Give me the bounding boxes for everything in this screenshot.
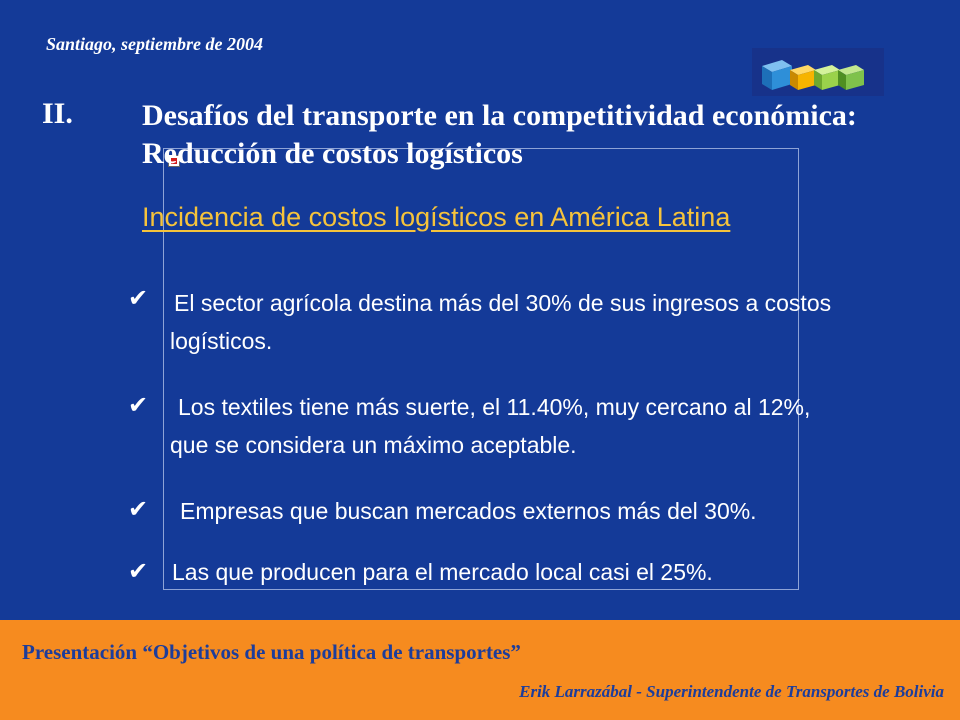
check-icon: ✔ [128,495,149,523]
footer-presentation-title: Presentación “Objetivos de una política … [22,640,521,664]
check-icon: ✔ [128,284,149,312]
check-icon: ✔ [128,557,149,585]
slide-title: Desafíos del transporte en la competitiv… [142,99,857,170]
presentation-date: Santiago, septiembre de 2004 [46,34,263,54]
bullet-item: El sector agrícola destina más del 30% d… [170,290,832,354]
logo-cube-3 [814,65,840,90]
image-placeholder-frame [163,148,799,590]
logo-cube-1 [762,60,792,90]
bullet-item: Empresas que buscan mercados externos má… [180,498,757,524]
footer-bar [0,620,960,720]
broken-image-icon [168,155,180,167]
bullet-item: Las que producen para el mercado local c… [172,559,713,585]
check-icon: ✔ [128,391,149,419]
footer-author: Erik Larrazábal - Superintendente de Tra… [519,682,944,701]
slide-subtitle: Incidencia de costos logísticos en Améri… [142,202,731,232]
logo-cube-4 [838,65,864,90]
logo-cube-2 [790,65,816,90]
bullet-item: Los textiles tiene más suerte, el 11.40%… [170,394,811,458]
cubes-logo-icon [752,48,884,96]
section-number: II. [42,97,73,130]
